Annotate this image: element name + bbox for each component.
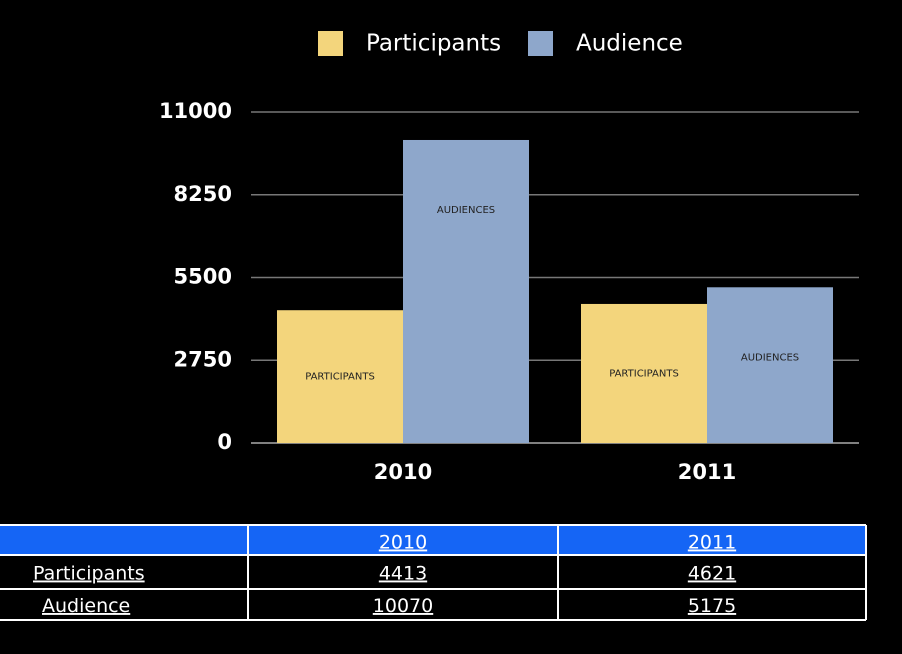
bar-label: PARTICIPANTS [609,368,679,379]
y-tick-label: 8250 [174,182,232,206]
table-row-header: Audience [42,595,130,617]
y-tick-label: 5500 [174,265,232,289]
x-tick-label: 2010 [374,460,432,484]
table-header [0,525,866,555]
bar-label: AUDIENCES [741,352,799,363]
y-tick-label: 0 [217,430,232,454]
bar-label: AUDIENCES [437,205,495,216]
legend-swatch [528,31,553,56]
table-row-header: Participants [33,563,145,585]
bar [581,303,707,443]
legend-label: Participants [366,31,501,57]
table-cell: 4413 [379,563,427,585]
bar [707,287,833,443]
legend-swatch [318,31,343,56]
y-tick-label: 11000 [159,99,232,123]
table-cell: 4621 [688,563,736,585]
y-tick-label: 2750 [174,347,232,371]
table-cell: 5175 [688,595,736,617]
table-column-header: 2010 [379,532,427,554]
table-cell: 10070 [373,595,433,617]
x-tick-label: 2011 [678,460,736,484]
bar [277,310,403,443]
legend-label: Audience [576,31,683,57]
bar [403,139,529,443]
table-column-header: 2011 [688,532,736,554]
bar-label: PARTICIPANTS [305,372,375,383]
